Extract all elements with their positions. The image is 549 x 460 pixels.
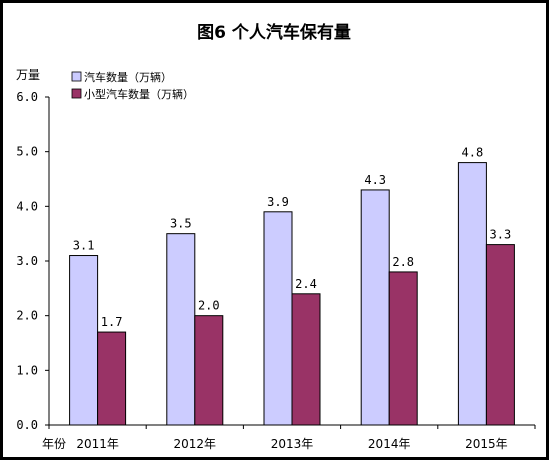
y-tick-label: 2.0: [16, 309, 38, 323]
data-label: 3.3: [490, 228, 512, 242]
legend-swatch: [71, 88, 82, 99]
y-tick-label: 4.0: [16, 199, 38, 213]
data-label: 1.7: [101, 315, 123, 329]
bar-series-2: [291, 293, 321, 426]
x-tick-label: 2013年: [271, 437, 314, 451]
y-tick-label: 3.0: [16, 254, 38, 268]
x-tick-label: 2011年: [76, 437, 119, 451]
data-label: 3.1: [73, 239, 95, 253]
data-label: 4.3: [364, 173, 386, 187]
x-axis-label: 年份: [42, 437, 66, 451]
legend-label: 小型汽车数量（万辆）: [84, 87, 194, 101]
x-tick-label: 2014年: [368, 437, 411, 451]
data-label: 3.9: [267, 195, 289, 209]
data-label: 2.4: [295, 277, 317, 291]
bar-series-2: [485, 244, 515, 426]
y-axis-label: 万量: [16, 68, 40, 82]
bar-series-2: [194, 315, 224, 426]
bar-series-1: [457, 162, 487, 426]
y-tick-label: 5.0: [16, 145, 38, 159]
bar-series-1: [263, 211, 293, 426]
data-label: 4.8: [462, 146, 484, 160]
legend-label: 汽车数量（万辆）: [84, 70, 172, 84]
x-tick-label: 2015年: [465, 437, 508, 451]
y-tick-label: 0.0: [16, 418, 38, 432]
bar-series-1: [69, 255, 99, 426]
bar-series-1: [166, 233, 196, 426]
bar-series-1: [360, 189, 390, 426]
y-tick-label: 6.0: [16, 90, 38, 104]
data-label: 2.0: [198, 299, 220, 313]
data-label: 3.5: [170, 217, 192, 231]
bar-series-2: [388, 271, 418, 426]
y-tick-label: 1.0: [16, 363, 38, 377]
legend-swatch: [71, 71, 82, 82]
chart-title: 图6 个人汽车保有量: [197, 22, 351, 43]
data-label: 2.8: [392, 255, 414, 269]
x-tick-label: 2012年: [174, 437, 217, 451]
bar-series-2: [97, 331, 127, 426]
